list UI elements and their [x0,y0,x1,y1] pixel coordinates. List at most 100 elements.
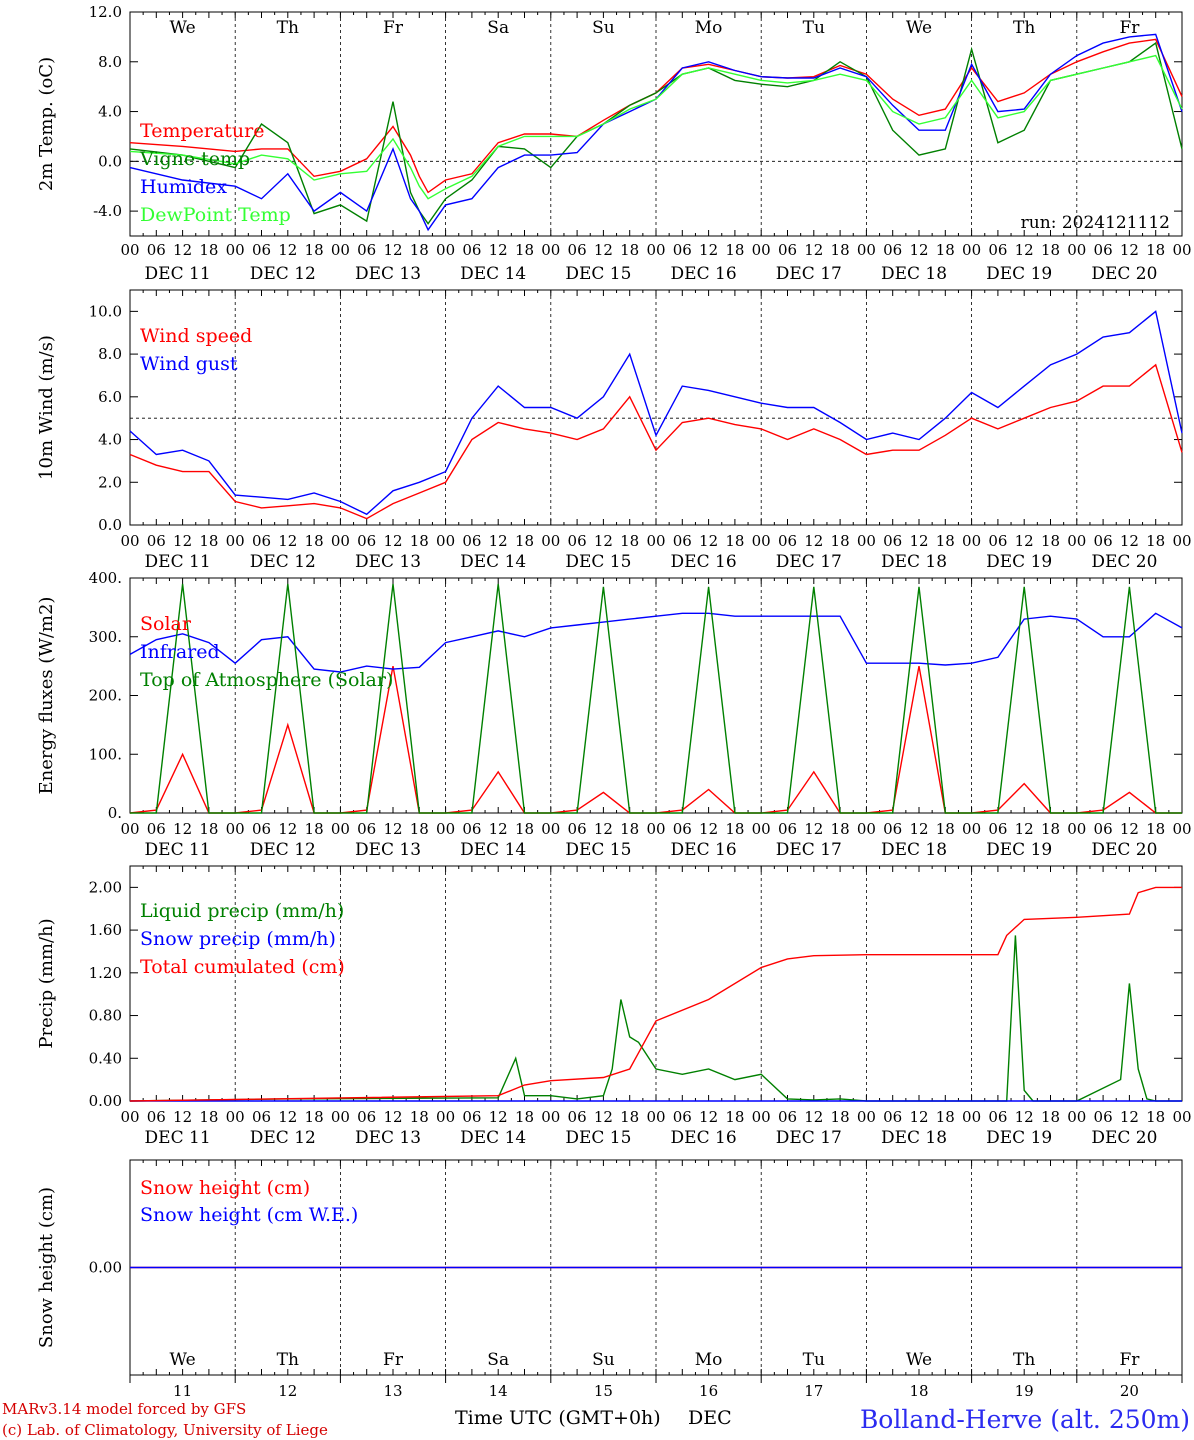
hour-tick-label: 18 [515,1108,534,1126]
y-tick-label: 400. [89,569,122,587]
hour-tick-label: 00 [541,241,560,259]
day-label: DEC 20 [1091,552,1157,572]
hour-tick-label: 06 [147,532,166,550]
day-label: DEC 14 [460,840,526,860]
hour-tick-label: 18 [936,820,955,838]
day-number-label: 19 [1015,1382,1034,1400]
legend-entry: Snow precip (mm/h) [140,928,336,950]
hour-tick-label: 12 [909,1108,928,1126]
hour-tick-label: 12 [699,1108,718,1126]
hour-tick-label: 00 [226,241,245,259]
day-number-label: 20 [1120,1382,1139,1400]
hour-tick-label: 18 [515,532,534,550]
hour-tick-label: 18 [199,532,218,550]
y-tick-label: 4.0 [98,431,122,449]
hour-tick-label: 18 [936,532,955,550]
weekday-label-6: Tu [803,18,825,38]
series-line-dewpoint-temp [129,54,1183,200]
y-tick-label: 4.0 [98,103,122,121]
hour-tick-label: 18 [620,1108,639,1126]
legend-entry: Wind speed [140,325,252,347]
hour-tick-label: 18 [305,1108,324,1126]
hour-tick-label: 06 [462,820,481,838]
y-tick-label: -4.0 [93,202,122,220]
hour-tick-label: 06 [568,1108,587,1126]
panel-2: 0.0 2.0 4.0 6.0 8.0 10.0 10m Wind (m/s) Wind sp… [36,289,1192,572]
hour-tick-label: 12 [1120,1108,1139,1126]
hour-tick-label: 18 [305,241,324,259]
day-label: DEC 11 [145,552,211,572]
day-label: DEC 18 [881,840,947,860]
day-label: DEC 13 [355,840,421,860]
day-number-label: 11 [173,1382,192,1400]
day-number-label: 12 [278,1382,297,1400]
series-line-wind-speed [129,363,1183,520]
hour-tick-label: 00 [120,532,139,550]
hour-tick-label: 06 [252,241,271,259]
hour-tick-label: 00 [541,1108,560,1126]
day-label: DEC 11 [145,264,211,284]
hour-tick-label: 12 [383,532,402,550]
weekday-label-9: Fr [1119,18,1140,38]
hour-tick-label: 18 [305,820,324,838]
day-label: DEC 19 [986,264,1052,284]
day-label: DEC 16 [671,840,737,860]
day-label: DEC 19 [986,552,1052,572]
hour-tick-label: 12 [804,241,823,259]
hour-tick-label: 00 [962,532,981,550]
hour-tick-label: 00 [962,820,981,838]
hour-tick-label: 12 [173,241,192,259]
hour-tick-label: 18 [831,532,850,550]
day-label: DEC 13 [355,552,421,572]
weekday-label-4: Su [592,18,615,38]
hour-tick-label: 12 [1120,532,1139,550]
hour-tick-label: 00 [1172,1108,1191,1126]
hour-tick-label: 00 [436,1108,455,1126]
hour-tick-label: 00 [857,532,876,550]
day-label: DEC 11 [145,1128,211,1148]
hour-tick-label: 06 [1094,1108,1113,1126]
hour-tick-label: 06 [778,820,797,838]
day-label: DEC 18 [881,1128,947,1148]
hour-tick-label: 18 [1041,820,1060,838]
hour-tick-label: 12 [173,820,192,838]
hour-tick-label: 06 [778,532,797,550]
legend-entry: Infrared [140,641,220,663]
legend-entry: Solar [140,613,192,635]
hour-tick-label: 00 [752,241,771,259]
hour-tick-label: 18 [305,532,324,550]
hour-tick-label: 00 [1172,241,1191,259]
day-label: DEC 14 [460,552,526,572]
hour-tick-label: 06 [1094,241,1113,259]
day-label: DEC 15 [565,264,631,284]
hour-tick-label: 18 [725,532,744,550]
hour-tick-label: 06 [988,532,1007,550]
hour-tick-label: 12 [804,1108,823,1126]
legend-entry: Wind gust [140,353,238,375]
series-line-vigne-temp [129,41,1183,225]
hour-tick-label: 00 [857,1108,876,1126]
hour-tick-label: 06 [778,1108,797,1126]
legend-entry: Top of Atmosphere (Solar) [140,669,393,691]
hour-tick-label: 06 [568,820,587,838]
hour-tick-label: 18 [936,241,955,259]
hour-tick-label: 18 [199,241,218,259]
day-label: DEC 19 [986,840,1052,860]
day-label: DEC 17 [776,840,842,860]
hour-tick-label: 06 [357,532,376,550]
hour-tick-label: 18 [725,820,744,838]
hour-tick-label: 18 [1041,532,1060,550]
hour-tick-label: 12 [909,532,928,550]
hour-tick-label: 06 [883,1108,902,1126]
weekday-label-0: We [170,18,196,38]
hour-tick-label: 06 [252,532,271,550]
y-tick-label: 1.60 [89,921,122,939]
hour-tick-label: 12 [383,241,402,259]
day-label: DEC 14 [460,1128,526,1148]
y-axis-label: Snow height (cm) [36,1187,57,1348]
weekday-label-9: Fr [1119,1350,1140,1370]
weekday-label-1: Th [277,1350,299,1370]
day-label: DEC 12 [250,264,316,284]
hour-tick-label: 12 [909,241,928,259]
